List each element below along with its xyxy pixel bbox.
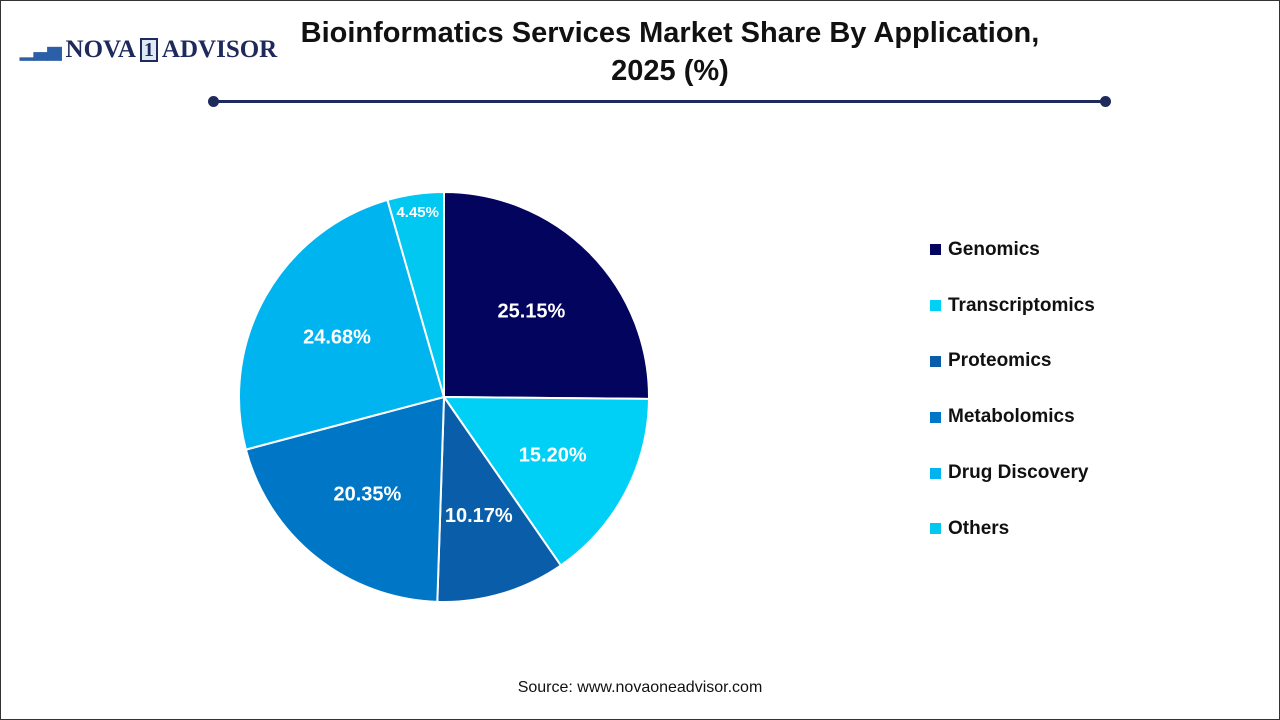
logo-one: 1 [139, 38, 158, 62]
legend-label: Others [948, 517, 1010, 539]
legend-swatch [930, 244, 941, 256]
logo-text: NOVA [65, 36, 136, 63]
pie-slice-transcriptomics [442, 395, 651, 567]
pie-slice-others [386, 190, 445, 398]
legend-item: Others [930, 501, 1095, 557]
pie-slice-proteomics [436, 393, 563, 603]
pie-slice-metabolomics [244, 395, 446, 603]
legend-swatch [930, 300, 941, 312]
data-label: 15.20% [519, 445, 587, 467]
data-label: 24.68% [303, 326, 371, 348]
legend-item: Metabolomics [930, 389, 1095, 445]
divider-dot-right [1100, 96, 1111, 107]
legend-item: Genomics [930, 222, 1095, 278]
legend-label: Proteomics [948, 350, 1052, 372]
data-label: 10.17% [445, 505, 513, 527]
legend-item: Proteomics [930, 334, 1095, 390]
legend-item: Transcriptomics [930, 278, 1095, 334]
legend: Genomics Transcriptomics Proteomics Metabol… [930, 222, 1095, 557]
legend-label: Drug Discovery [948, 462, 1089, 484]
legend-item: Drug Discovery [930, 445, 1095, 501]
legend-swatch [930, 523, 941, 535]
data-label: 4.45% [396, 204, 439, 221]
legend-swatch [930, 467, 941, 479]
legend-label: Transcriptomics [948, 294, 1095, 316]
pie-slice-genomics [443, 190, 650, 400]
divider-dot-left [208, 96, 219, 107]
source-note: Source: www.novaoneadvisor.com [517, 679, 763, 696]
pie-slice-drug-discovery [238, 198, 446, 451]
data-label: 25.15% [497, 300, 565, 322]
title-divider [213, 100, 1106, 103]
legend-swatch [930, 355, 941, 367]
chart-title: Bioinformatics Services Market Share By … [300, 17, 1040, 87]
data-label: 20.35% [334, 483, 402, 505]
logo-bars-icon: ▁▃▅ [20, 39, 62, 60]
legend-label: Genomics [948, 238, 1040, 260]
logo-text-b: ADVISOR [161, 36, 278, 63]
logo: ▁▃▅ NOVA 1 ADVISOR [20, 36, 277, 64]
legend-swatch [930, 411, 941, 423]
legend-label: Metabolomics [948, 406, 1075, 428]
